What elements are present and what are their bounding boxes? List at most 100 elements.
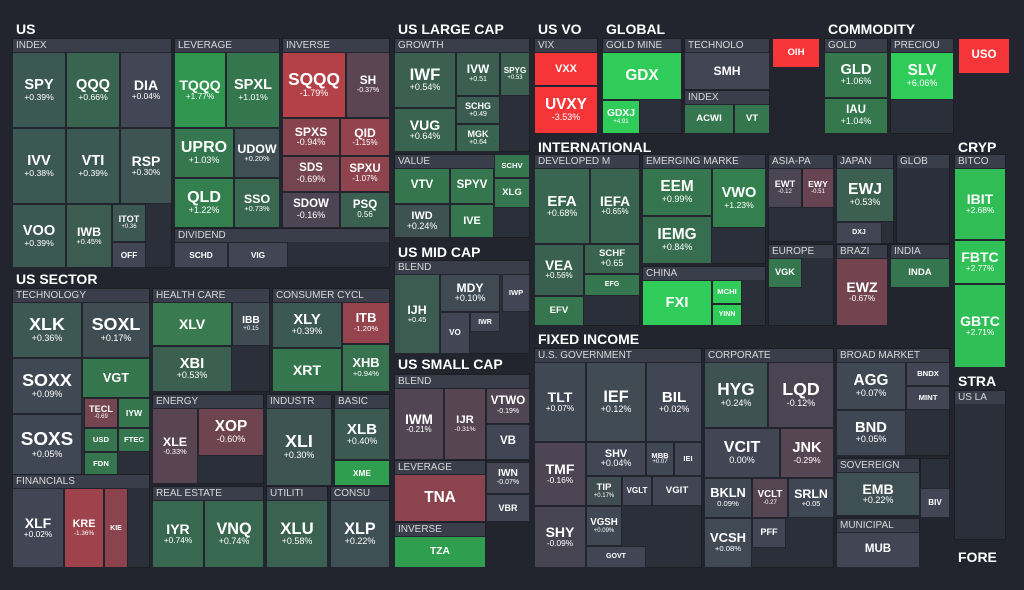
tile: IWB +0.45%	[66, 204, 112, 268]
ticker: XME	[352, 467, 371, 478]
change: +0.99%	[661, 193, 693, 204]
tile: IWM -0.21%	[394, 388, 444, 460]
ticker: EWY	[808, 179, 828, 190]
section-title: US SMALL CAP	[398, 356, 503, 372]
ticker: VGT	[102, 369, 130, 385]
change: +0.40%	[346, 435, 378, 446]
change: +0.05%	[855, 434, 887, 445]
change: +0.84%	[661, 241, 693, 252]
tile: SPXS -0.94%	[282, 118, 340, 156]
ticker: EWZ	[846, 279, 878, 296]
ticker: BIV	[928, 497, 942, 507]
tile: EWT -0.12	[768, 168, 802, 208]
ticker: EFA	[547, 192, 577, 210]
tile: TECL -0.69	[84, 398, 118, 428]
tile: VCSH +0.08%	[704, 518, 752, 568]
tile: BNDX	[906, 362, 950, 386]
change: -0.19%	[496, 407, 520, 415]
ticker: SH	[359, 73, 377, 88]
change: +6.06%	[906, 77, 938, 88]
tile: VCIT 0.00%	[704, 428, 780, 478]
tile: SDOW -0.16%	[282, 192, 340, 228]
tile: IJR -0.31%	[444, 388, 486, 460]
ticker: TIP	[596, 481, 612, 493]
ticker: XLY	[293, 311, 321, 328]
change: -0.33%	[163, 447, 187, 457]
ticker: LQD	[782, 379, 820, 400]
tile: BKLN 0.09%	[704, 478, 752, 518]
group-header: TECHNOLOGY	[13, 289, 149, 302]
tile: XLV	[152, 302, 232, 346]
section-title: INTERNATIONAL	[538, 139, 652, 155]
change: +0.08%	[714, 544, 742, 554]
ticker: AGG	[853, 372, 889, 390]
section-title: GLOBAL	[606, 21, 666, 37]
tile: XLF +0.02%	[12, 488, 64, 568]
ticker: VB	[500, 435, 516, 448]
change: +0.02%	[658, 403, 690, 414]
ticker: YINN	[718, 311, 736, 319]
change: +0.45%	[76, 237, 102, 247]
ticker: EFG	[604, 281, 620, 289]
section-title: US LARGE CAP	[398, 21, 504, 37]
change: +4.91	[613, 117, 629, 125]
tile: SSO +0.73%	[234, 178, 280, 228]
change: +0.24%	[406, 220, 438, 231]
ticker: KIE	[110, 524, 122, 532]
tile: TIP +0.17%	[586, 476, 622, 506]
ticker: IWP	[508, 288, 524, 298]
group-header: U.S. GOVERNMENT	[535, 349, 701, 362]
change: +1.04%	[840, 115, 872, 126]
change: +0.58%	[281, 536, 313, 547]
section-title: US MID CAP	[398, 244, 481, 260]
tile: EWJ +0.53%	[836, 168, 894, 222]
change: +2.71%	[965, 327, 995, 338]
group-header: ASIA-PA	[769, 155, 833, 168]
ticker: VO	[449, 327, 461, 337]
ticker: IBIT	[966, 191, 994, 208]
ticker: DXJ	[852, 229, 866, 237]
change: +0.66%	[78, 91, 108, 102]
group-header: INVERSE	[395, 523, 485, 536]
tile: VWO +1.23%	[712, 168, 766, 228]
change: +0.51	[469, 76, 487, 84]
tile: KRE -1.36%	[64, 488, 104, 568]
change: -0.51	[811, 189, 825, 196]
ticker: XLG	[502, 187, 522, 199]
ticker: SPXS	[294, 124, 328, 139]
ticker: FDN	[93, 459, 109, 469]
tile: VXX	[534, 52, 598, 86]
ticker: UDOW	[237, 141, 277, 156]
change: +0.74%	[218, 536, 250, 547]
tile: GOVT	[586, 546, 646, 568]
group-header: CONSU	[331, 487, 389, 500]
tile: IWP	[502, 274, 530, 312]
tile: MDY +0.10%	[440, 274, 500, 312]
tile: SOXX +0.09%	[12, 358, 82, 414]
group-header: GROWTH	[395, 39, 529, 52]
section-title: STRA	[958, 373, 997, 389]
ticker: VWO	[721, 184, 757, 201]
change: +0.04%	[131, 91, 161, 102]
ticker: VTV	[410, 179, 434, 192]
tile: IAU +1.04%	[824, 98, 888, 134]
tile: IWD +0.24%	[394, 204, 450, 238]
ticker: USO	[971, 49, 997, 62]
change: +0.24%	[720, 397, 752, 408]
ticker: IYR	[166, 521, 190, 538]
tile: VEA +0.56%	[534, 244, 584, 296]
change: -0.37%	[356, 87, 380, 95]
tile: SPXL +1.01%	[226, 52, 280, 128]
change: -1.36%	[73, 529, 95, 537]
tile: DXJ	[836, 222, 882, 244]
ticker: SCHG	[465, 100, 491, 111]
ticker: INDA	[908, 267, 932, 279]
tile: EWY -0.51	[802, 168, 834, 208]
tile: IYR +0.74%	[152, 500, 204, 568]
tile: GDXJ +4.91	[602, 100, 640, 134]
ticker: OFF	[120, 249, 138, 260]
ticker: GDX	[625, 67, 659, 85]
tile: IJH +0.45	[394, 274, 440, 354]
tile: FXI	[642, 280, 712, 326]
tile: UPRO +1.03%	[174, 128, 234, 178]
